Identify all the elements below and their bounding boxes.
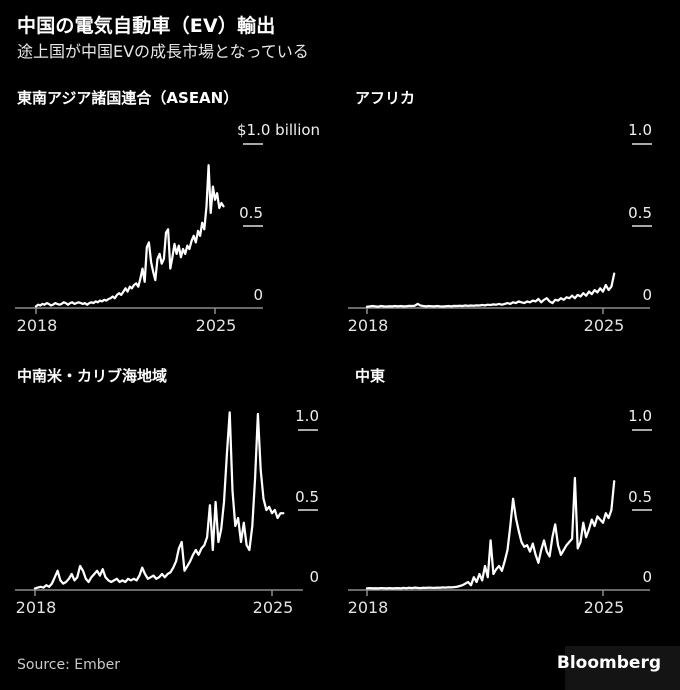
x-axis-label-2018: 2018 [16,316,58,335]
y-axis-label-1.0: 1.0 [628,407,652,425]
x-axis-label-2025: 2025 [583,598,625,617]
chart-title-mideast: 中東 [355,367,386,385]
x-axis-label-2025: 2025 [195,316,237,335]
y-axis-tickmark [243,225,263,227]
y-axis-label-1.0: 1.0 [295,407,319,425]
y-axis-tickmark [632,225,652,227]
x-axis-label-2025: 2025 [252,598,294,617]
y-axis-label-0: 0 [253,286,263,304]
chart-title-asean: 東南アジア諸国連合（ASEAN） [17,89,239,107]
y-axis-label-0: 0 [642,568,652,586]
chart-title-latam: 中南米・カリブ海地域 [17,367,168,385]
y-axis-label-0: 0 [309,568,319,586]
y-axis-tickmark [298,429,318,431]
y-axis-tickmark [632,429,652,431]
y-axis-tickmark [298,509,318,511]
chart-title-africa: アフリカ [355,89,416,107]
y-axis-label-1.0: 1.0 [628,121,652,139]
y-axis-tickmark [632,509,652,511]
page-subtitle: 途上国が中国EVの成長市場となっている [17,42,309,61]
page-title: 中国の電気自動車（EV）輸出 [17,15,276,37]
y-axis-tickmark [243,143,263,145]
x-axis-label-2018: 2018 [347,598,389,617]
y-axis-tickmark [632,143,652,145]
y-axis-label-0: 0 [642,286,652,304]
y-axis-label-0.5: 0.5 [628,204,652,222]
bloomberg-logo-box [565,646,680,690]
bloomberg-logo: Bloomberg [556,653,661,673]
y-axis-label-1.0: $1.0 billion [237,121,321,139]
x-axis-label-2018: 2018 [347,316,389,335]
x-axis-label-2025: 2025 [583,316,625,335]
y-axis-label-0.5: 0.5 [628,488,652,506]
x-axis-label-2018: 2018 [15,598,57,617]
source-note: Source: Ember [17,657,120,673]
y-axis-label-0.5: 0.5 [295,488,319,506]
y-axis-label-0.5: 0.5 [239,204,263,222]
